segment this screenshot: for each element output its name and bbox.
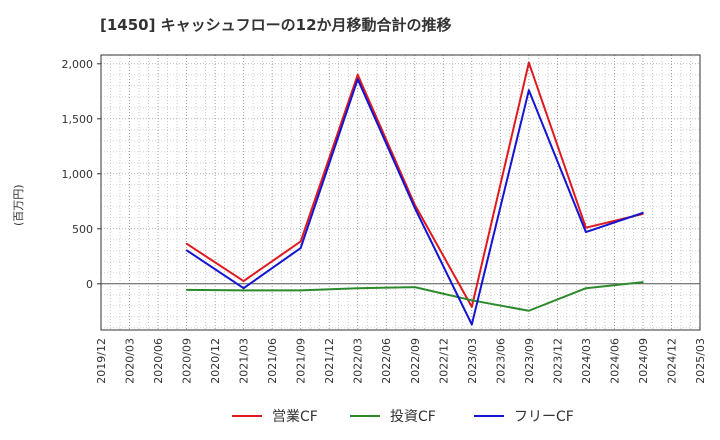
- data-point: [185, 249, 188, 252]
- x-tick-label: 2024/03: [580, 338, 593, 384]
- y-tick-label: 1,000: [62, 168, 94, 181]
- x-tick-label: 2025/03: [694, 338, 707, 384]
- y-tick-label: 0: [86, 278, 93, 291]
- x-tick-label: 2020/06: [152, 338, 165, 384]
- axes: [97, 54, 701, 331]
- x-tick-label: 2022/03: [352, 338, 365, 384]
- legend-item-operating-cf: 営業CF: [232, 404, 318, 428]
- x-tick-label: 2022/09: [409, 338, 422, 384]
- data-point: [471, 299, 473, 302]
- x-tick-label: 2024/06: [608, 338, 621, 384]
- data-point: [471, 306, 473, 308]
- data-point: [299, 289, 302, 292]
- legend-label-free-cf: フリーCF: [514, 409, 574, 425]
- legend-swatch-operating-cf: [232, 415, 262, 417]
- x-tick-label: 2023/09: [523, 338, 536, 384]
- legend-item-investing-cf: 投資CF: [350, 404, 436, 428]
- grid: [101, 55, 700, 330]
- x-tick-label: 2021/03: [238, 338, 251, 384]
- x-tick-label: 2021/09: [295, 338, 308, 384]
- data-point: [642, 212, 644, 214]
- x-tick-label: 2020/03: [124, 338, 137, 384]
- x-tick-label: 2020/12: [209, 338, 222, 384]
- y-tick-label: 500: [72, 223, 93, 236]
- plot-frame: [100, 54, 701, 331]
- data-point: [471, 323, 473, 326]
- x-tick-label: 2023/06: [494, 338, 507, 384]
- x-tick-label: 2023/03: [466, 338, 479, 384]
- data-point: [528, 309, 530, 312]
- x-tick-label: 2024/12: [665, 338, 678, 384]
- data-point: [242, 280, 245, 282]
- data-point: [585, 231, 587, 233]
- x-tick-label: 2021/12: [323, 338, 336, 384]
- data-point: [185, 289, 188, 291]
- chart-title: [1450] キャッシュフローの12か月移動合計の推移: [100, 16, 452, 34]
- x-tick-label: 2024/09: [637, 338, 650, 384]
- x-tick-labels: 2019/12 2020/03 2020/06 2020/09 2020/12 2021/…: [95, 338, 707, 384]
- x-tick-label: 2022/12: [437, 338, 450, 384]
- data-point: [356, 74, 359, 76]
- legend-swatch-free-cf: [474, 415, 504, 417]
- data-point: [242, 289, 245, 292]
- data-point: [299, 247, 302, 249]
- data-point: [242, 287, 245, 290]
- x-tick-label: 2022/06: [380, 338, 393, 384]
- data-point: [413, 207, 416, 209]
- cashflow-line-chart: 0 500 1,000 1,500 2,000 2019/12 2020/03 2020/0…: [62, 54, 707, 384]
- legend-label-operating-cf: 営業CF: [272, 409, 318, 425]
- data-point: [413, 286, 416, 288]
- x-tick-label: 2020/09: [181, 338, 194, 384]
- legend-swatch-investing-cf: [350, 415, 380, 417]
- data-point: [528, 89, 530, 91]
- data-point: [185, 242, 188, 245]
- legend-label-investing-cf: 投資CF: [390, 409, 436, 425]
- series-lines: [185, 61, 644, 326]
- legend: 営業CF 投資CF フリーCF: [0, 404, 720, 428]
- data-point: [642, 281, 644, 283]
- x-tick-label: 2023/12: [551, 338, 564, 384]
- x-tick-label: 2019/12: [95, 338, 108, 384]
- legend-item-free-cf: フリーCF: [474, 404, 574, 428]
- y-tick-label: 2,000: [62, 58, 94, 71]
- data-point: [528, 61, 530, 64]
- y-tick-labels: 0 500 1,000 1,500 2,000: [62, 58, 94, 291]
- y-tick-label: 1,500: [62, 113, 94, 126]
- data-point: [356, 287, 359, 290]
- data-point: [356, 78, 359, 80]
- data-point: [299, 240, 302, 243]
- x-tick-label: 2021/06: [266, 338, 279, 384]
- data-point: [585, 287, 587, 290]
- data-point: [585, 226, 587, 229]
